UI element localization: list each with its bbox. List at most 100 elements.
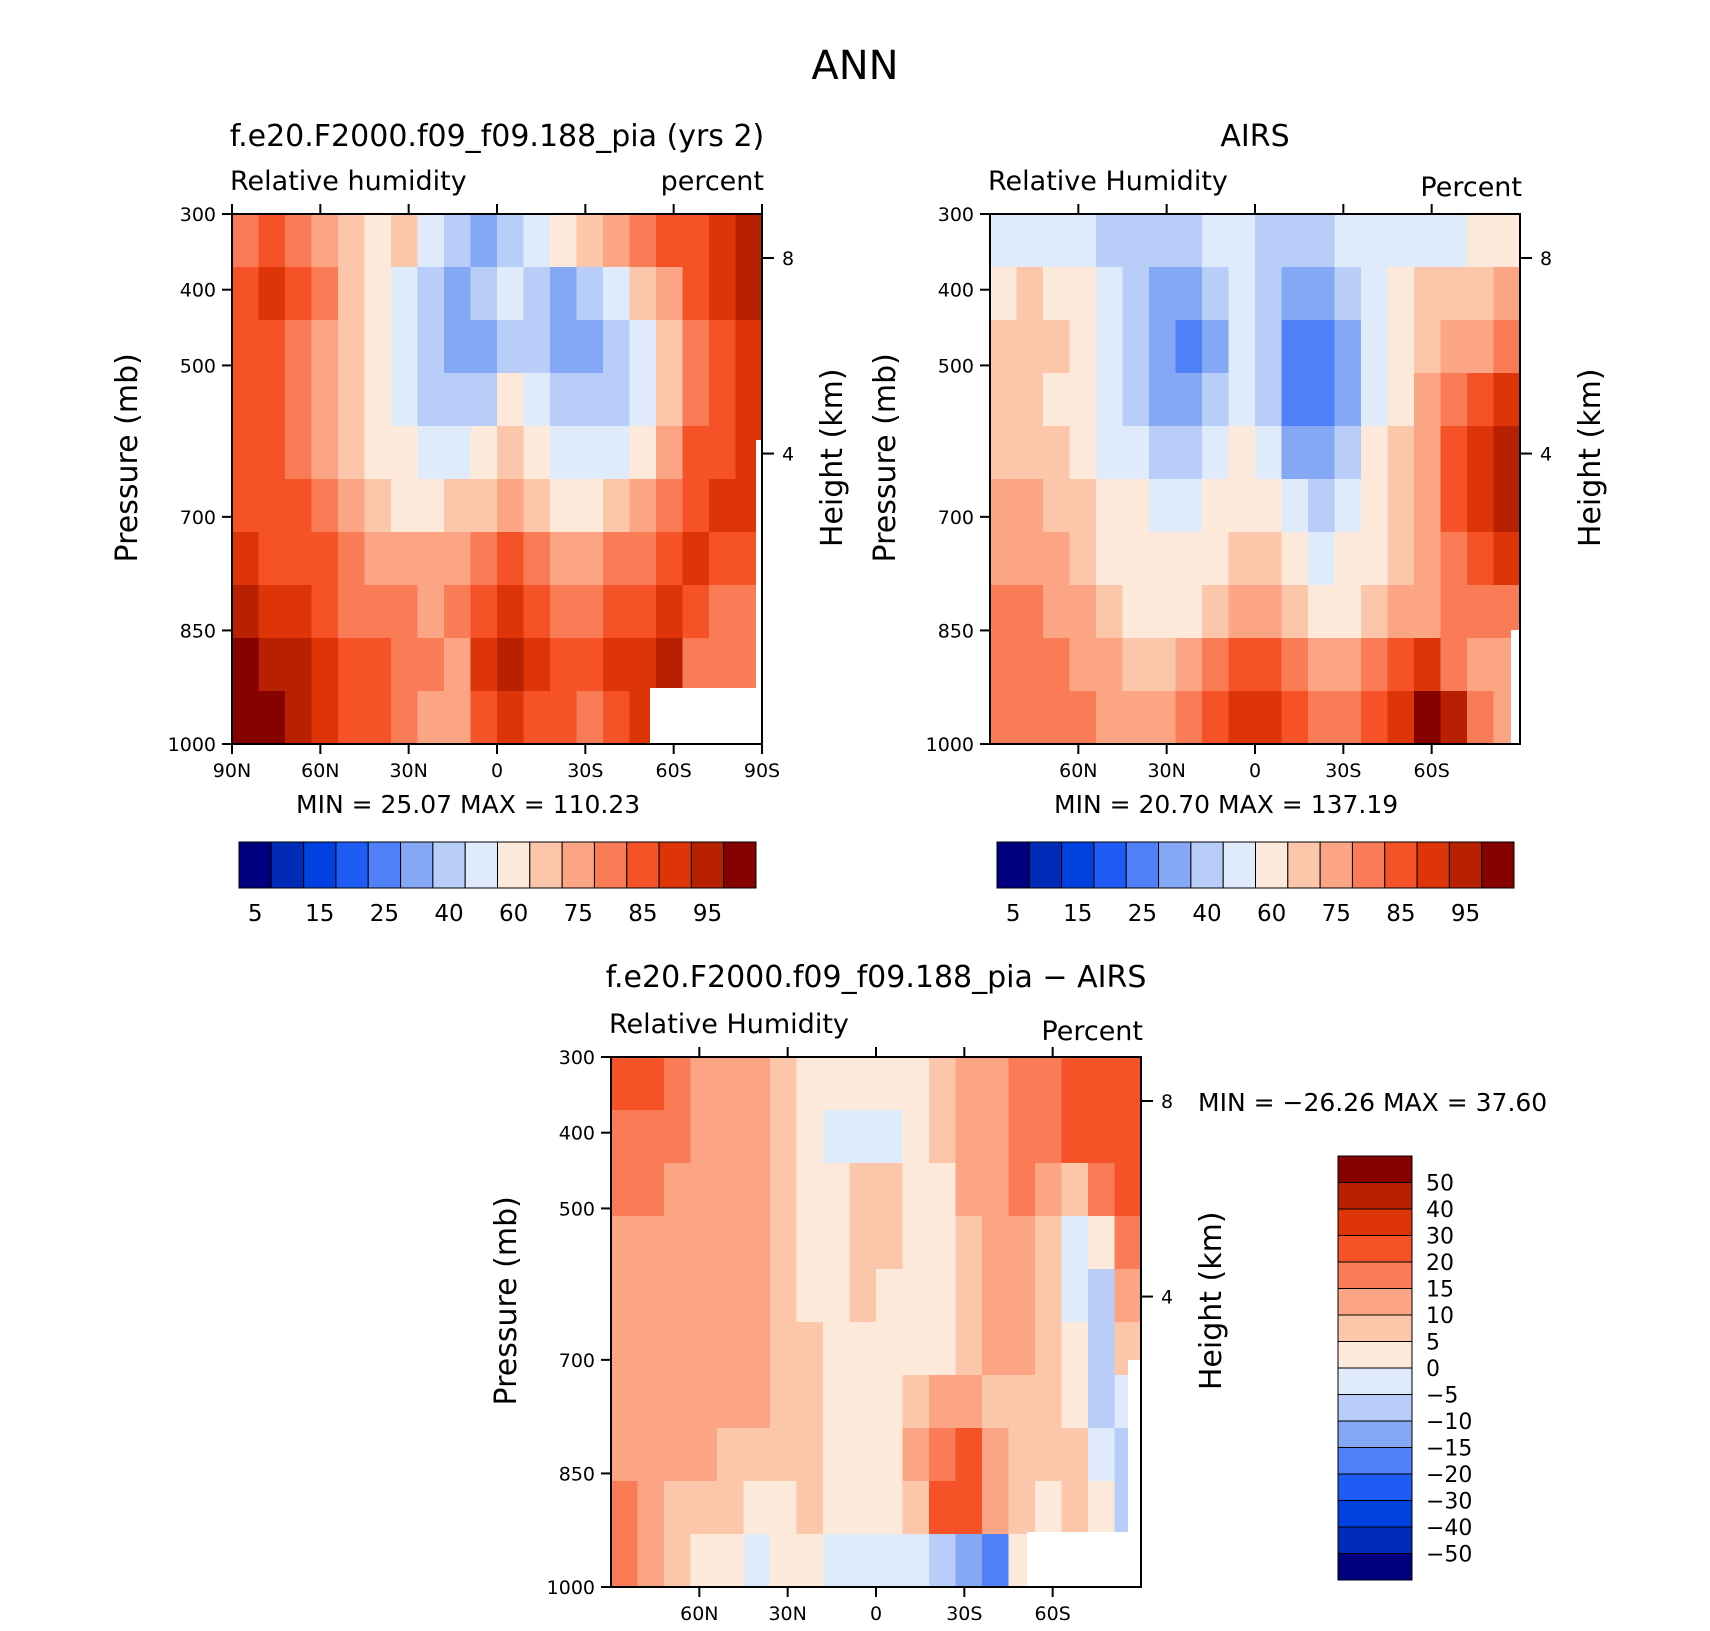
field-cell xyxy=(550,373,578,427)
field-cell xyxy=(796,1375,824,1429)
field-cell xyxy=(656,267,684,321)
field-cell xyxy=(444,638,472,692)
field-cell xyxy=(876,1269,904,1323)
field-cell xyxy=(929,1110,957,1164)
field-cell xyxy=(902,1481,930,1535)
stat-gap xyxy=(1210,790,1218,819)
field-cell xyxy=(497,479,525,533)
field-cell xyxy=(611,1269,639,1323)
field-cell xyxy=(1308,691,1336,745)
field-cell xyxy=(955,1057,983,1111)
stat-max-label: MAX = xyxy=(460,790,545,819)
field-cell xyxy=(258,479,286,533)
field-cell xyxy=(629,585,657,639)
field-cell xyxy=(664,1534,692,1588)
field-cell xyxy=(743,1375,771,1429)
field-cell xyxy=(1334,214,1362,268)
x-tick-label: 30N xyxy=(389,760,427,782)
field-cell xyxy=(285,691,313,745)
field-cell xyxy=(876,1216,904,1270)
field-cell xyxy=(1255,426,1283,480)
field-cell xyxy=(444,267,472,321)
field-cell xyxy=(523,214,551,268)
field-cell xyxy=(523,373,551,427)
field-cell xyxy=(770,1163,798,1217)
field-cell xyxy=(1035,1269,1063,1323)
colorbar-box xyxy=(1337,1367,1413,1395)
field-cell xyxy=(743,1057,771,1111)
field-cell xyxy=(576,638,604,692)
stat-min-value: −26.26 xyxy=(1283,1088,1376,1117)
field-cell xyxy=(1334,320,1362,374)
field-cell xyxy=(796,1322,824,1376)
field-cell xyxy=(1414,532,1442,586)
field-cell xyxy=(611,1216,639,1270)
field-cell xyxy=(1414,320,1442,374)
field-cell xyxy=(1387,479,1415,533)
field-cell xyxy=(656,585,684,639)
field-cell xyxy=(550,267,578,321)
field-cell xyxy=(1387,320,1415,374)
colorbar-box xyxy=(1028,841,1063,889)
field-cell xyxy=(603,214,631,268)
field-cell xyxy=(1088,1375,1116,1429)
field-cell xyxy=(611,1428,639,1482)
field-cell xyxy=(1035,1110,1063,1164)
field-cell xyxy=(576,532,604,586)
stat-min-label: MIN = xyxy=(1054,790,1131,819)
field-cell xyxy=(311,479,339,533)
field-cell xyxy=(1281,691,1309,745)
field-cell xyxy=(982,1216,1010,1270)
field-cell xyxy=(1069,585,1097,639)
field-cell xyxy=(929,1481,957,1535)
field-cell xyxy=(1334,479,1362,533)
field-cell xyxy=(743,1534,771,1588)
field-cell xyxy=(1308,585,1336,639)
y-tick-label: 1000 xyxy=(547,1577,595,1599)
field-cell xyxy=(690,1322,718,1376)
field-cell xyxy=(364,585,392,639)
x-tick-label: 0 xyxy=(870,1603,882,1625)
field-cell xyxy=(1414,691,1442,745)
field-cell xyxy=(1016,585,1044,639)
field-cell xyxy=(285,479,313,533)
height-tick-label: 8 xyxy=(1161,1091,1173,1113)
field-cell xyxy=(523,426,551,480)
missing-data-region xyxy=(1027,1532,1141,1587)
field-cell xyxy=(1175,373,1203,427)
field-cell xyxy=(849,1269,877,1323)
field-cell xyxy=(391,479,419,533)
colorbar-label: 20 xyxy=(1426,1251,1454,1276)
field-cell xyxy=(338,214,366,268)
field-cell xyxy=(1122,638,1150,692)
field-cell xyxy=(611,1057,639,1111)
field-cell xyxy=(391,214,419,268)
field-cell xyxy=(338,585,366,639)
field-cell xyxy=(717,1322,745,1376)
colorbar-box xyxy=(1287,841,1321,889)
field-cell xyxy=(1440,373,1468,427)
field-cell xyxy=(1149,532,1177,586)
colorbar-label: −50 xyxy=(1426,1543,1472,1568)
stat-gap xyxy=(545,790,553,819)
missing-data-region xyxy=(756,440,762,688)
field-cell xyxy=(1008,1057,1036,1111)
colorbar-box xyxy=(464,841,499,889)
field-cell xyxy=(1387,267,1415,321)
field-cell xyxy=(1308,373,1336,427)
field-cell xyxy=(1016,214,1044,268)
colorbar-label: −30 xyxy=(1426,1490,1472,1515)
field-cell xyxy=(629,479,657,533)
field-cell xyxy=(603,585,631,639)
field-cell xyxy=(664,1428,692,1482)
height-tick-label: 4 xyxy=(1540,444,1552,466)
field-cell xyxy=(690,1375,718,1429)
field-cell xyxy=(1088,1057,1116,1111)
field-cell xyxy=(849,1057,877,1111)
field-cell xyxy=(823,1057,851,1111)
field-cell xyxy=(1061,1216,1089,1270)
field-cell xyxy=(470,320,498,374)
field-cell xyxy=(1387,373,1415,427)
field-cell xyxy=(1467,479,1495,533)
